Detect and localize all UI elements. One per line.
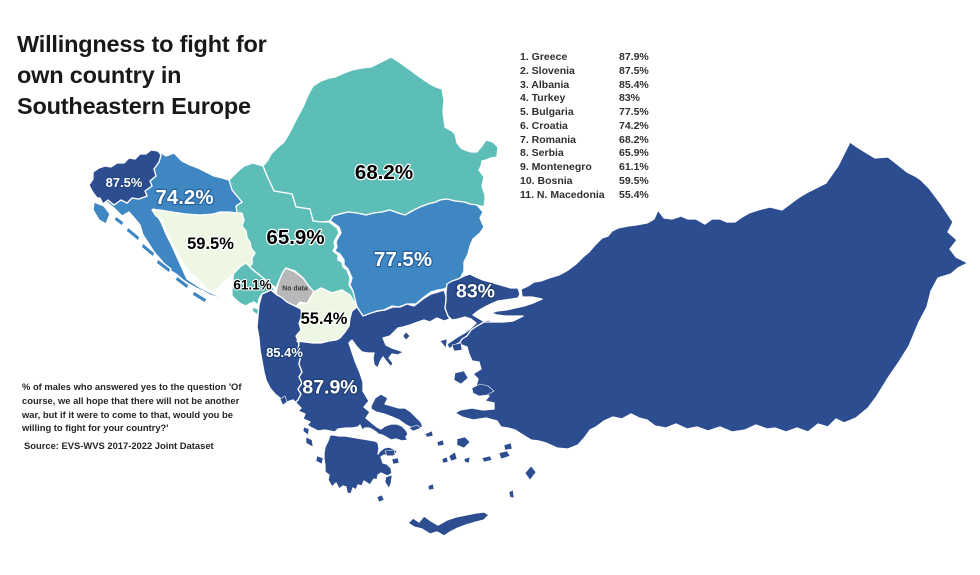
svg-text:55.4%: 55.4% — [301, 310, 348, 328]
svg-text:87.5%: 87.5% — [106, 175, 143, 190]
svg-text:87.9%: 87.9% — [302, 377, 357, 399]
svg-text:83%: 83% — [456, 281, 495, 303]
svg-text:77.5%: 77.5% — [374, 248, 432, 271]
svg-text:61.1%: 61.1% — [233, 277, 271, 292]
svg-text:59.5%: 59.5% — [187, 235, 234, 253]
svg-text:No data: No data — [282, 286, 308, 293]
svg-text:68.2%: 68.2% — [355, 161, 413, 184]
svg-text:85.4%: 85.4% — [266, 345, 303, 360]
svg-text:74.2%: 74.2% — [155, 186, 213, 209]
svg-text:65.9%: 65.9% — [266, 226, 324, 249]
